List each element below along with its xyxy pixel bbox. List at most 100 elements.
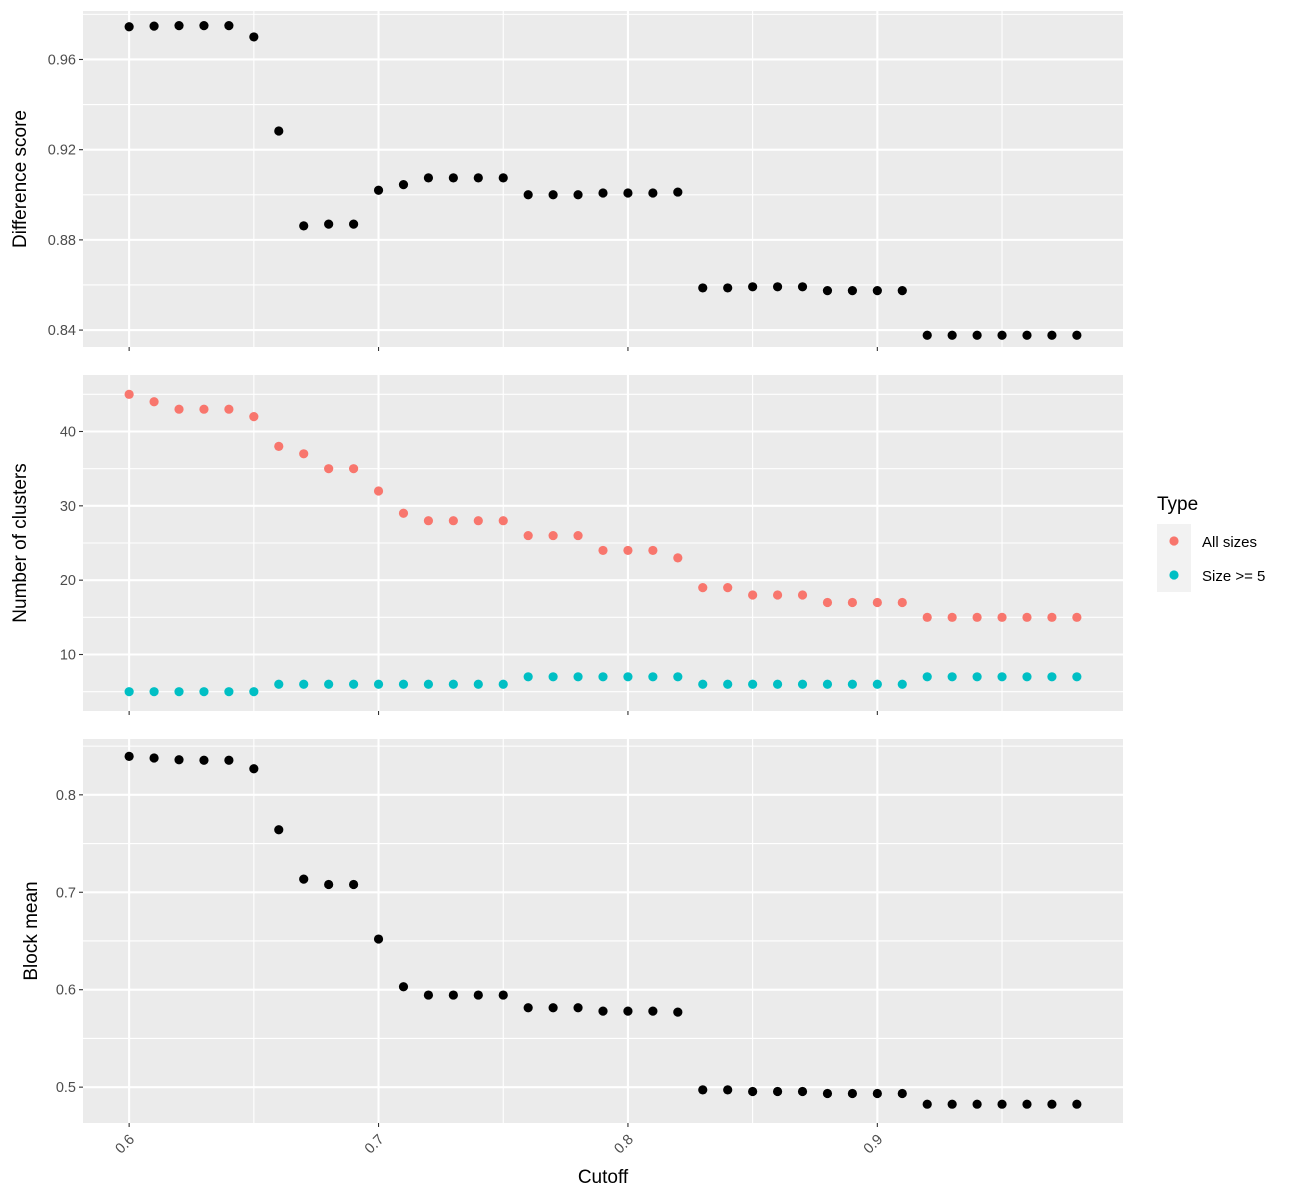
panel-background xyxy=(83,11,1123,347)
data-point xyxy=(623,545,633,556)
data-point xyxy=(897,286,907,296)
y-tick-label: 0.84 xyxy=(48,323,76,339)
data-point xyxy=(523,1003,533,1013)
data-point xyxy=(698,1085,708,1095)
data-point xyxy=(1047,1099,1057,1109)
data-point xyxy=(149,753,159,763)
panel-1: 0.84 0.88 0.92 0.96 Difference score xyxy=(10,11,1123,351)
x-tick-label: 0.9 xyxy=(861,1132,887,1158)
data-point xyxy=(897,679,907,689)
y-axis-title: Number of clusters xyxy=(10,463,31,622)
data-point xyxy=(498,990,508,1000)
data-point xyxy=(548,672,558,682)
data-point xyxy=(548,190,558,200)
data-point xyxy=(822,679,833,689)
data-point xyxy=(1072,330,1082,340)
data-point xyxy=(398,180,409,190)
data-point xyxy=(473,679,483,689)
data-point xyxy=(772,590,783,600)
y-tick-label: 30 xyxy=(60,499,76,515)
data-point xyxy=(448,173,458,183)
data-point xyxy=(274,126,284,136)
data-point xyxy=(922,1099,932,1109)
data-point xyxy=(797,590,808,600)
data-point xyxy=(299,874,309,884)
data-point xyxy=(224,404,234,414)
data-point xyxy=(1072,1099,1082,1109)
data-point xyxy=(523,530,533,541)
panel-2: 10 20 30 40 Number of clusters xyxy=(10,375,1123,715)
data-point xyxy=(174,755,184,765)
data-point xyxy=(199,404,209,414)
data-point xyxy=(698,679,708,689)
data-point xyxy=(398,982,409,992)
data-point xyxy=(598,1006,608,1016)
y-tick-label: 40 xyxy=(60,424,76,440)
data-point xyxy=(897,597,907,608)
data-point xyxy=(324,219,334,229)
data-point xyxy=(398,508,409,518)
data-point xyxy=(698,283,708,293)
data-point xyxy=(1022,1099,1032,1109)
x-tick-label: 0.8 xyxy=(611,1132,637,1158)
data-point xyxy=(224,21,234,31)
data-point xyxy=(348,679,359,689)
data-point xyxy=(149,21,159,31)
data-point xyxy=(373,679,384,689)
data-point xyxy=(373,185,384,195)
data-point xyxy=(299,449,309,459)
data-point xyxy=(423,516,434,526)
legend-label: All sizes xyxy=(1202,534,1257,551)
data-point xyxy=(922,330,932,340)
data-point xyxy=(174,404,184,414)
data-point xyxy=(498,679,508,689)
data-point xyxy=(324,464,334,474)
data-point xyxy=(847,597,858,608)
data-point xyxy=(448,990,458,1000)
data-point xyxy=(847,1088,858,1099)
data-point xyxy=(847,286,858,296)
data-point xyxy=(473,990,483,1000)
data-point xyxy=(1047,672,1057,682)
data-point xyxy=(149,397,159,407)
data-point xyxy=(573,190,583,200)
data-point xyxy=(498,516,508,526)
data-point xyxy=(274,441,284,451)
data-point xyxy=(274,679,284,689)
data-point xyxy=(373,934,384,944)
y-axis-title: Block mean xyxy=(21,881,42,980)
data-point xyxy=(648,672,658,682)
data-point xyxy=(872,679,882,689)
data-point xyxy=(573,672,583,682)
data-point xyxy=(997,612,1007,622)
data-point xyxy=(797,282,808,292)
series-2 xyxy=(124,672,1082,697)
panel-3: 0.5 0.6 0.7 0.8 Block mean xyxy=(21,739,1123,1127)
data-point xyxy=(348,879,359,890)
data-point xyxy=(249,687,259,697)
data-point xyxy=(423,173,434,183)
data-point xyxy=(598,672,608,682)
data-point xyxy=(748,679,758,689)
data-point xyxy=(573,1003,583,1013)
series-1 xyxy=(124,21,1082,340)
data-point xyxy=(523,672,533,682)
data-point xyxy=(1072,672,1082,682)
data-point xyxy=(673,1007,683,1017)
data-point xyxy=(673,553,683,563)
data-point xyxy=(548,530,558,541)
y-axis-title: Difference score xyxy=(10,110,31,248)
data-point xyxy=(872,597,882,608)
data-point xyxy=(797,1086,808,1097)
data-point xyxy=(423,679,434,689)
data-point xyxy=(498,173,508,183)
data-point xyxy=(947,672,957,682)
legend-key-dot xyxy=(1169,536,1179,546)
data-point xyxy=(299,679,309,689)
data-point xyxy=(822,1088,833,1099)
data-point xyxy=(598,545,608,556)
y-tick-label: 0.6 xyxy=(56,983,76,999)
data-point xyxy=(423,990,434,1000)
data-point xyxy=(348,219,359,229)
